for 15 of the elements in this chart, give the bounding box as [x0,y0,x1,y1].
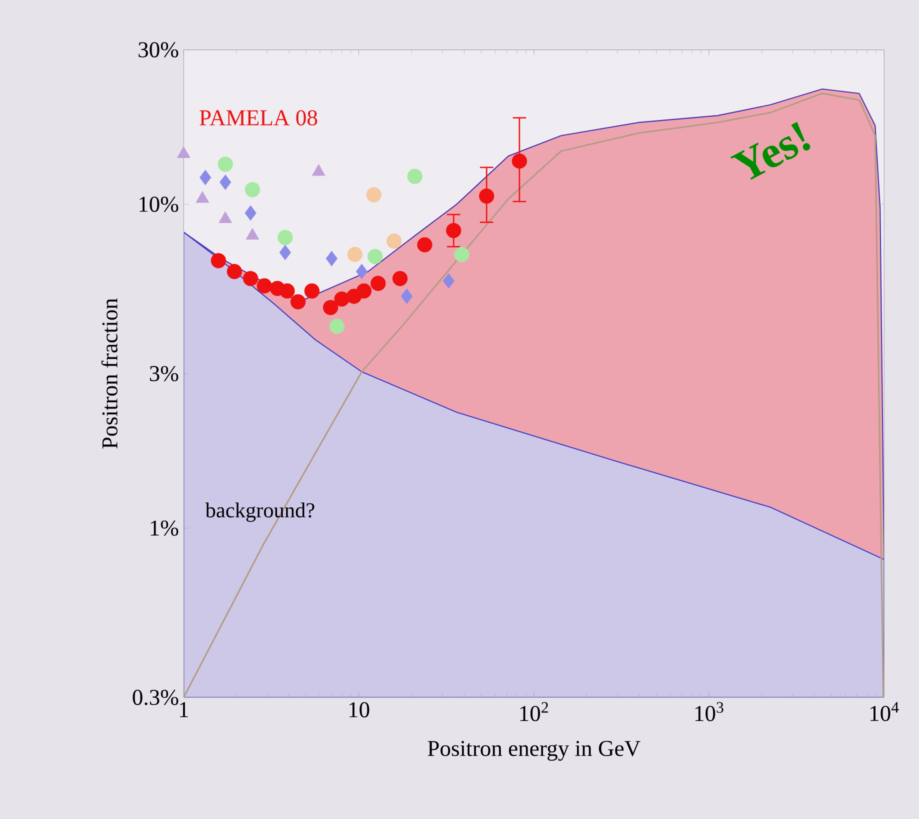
y-tick-label: 0.3% [132,690,178,706]
y-tick-label: 30% [138,42,178,58]
x-tick-label: 1 [180,702,188,718]
x-tick-label: 10$^{4}$ [870,702,899,722]
x-axis-title: Positron energy in GeV [428,740,640,761]
y-tick-label: 3% [150,366,178,382]
annotation: Yes! [730,122,810,180]
y-tick-label: 10% [140,196,178,212]
y-tick-label: 1% [150,520,178,536]
text: PAMELA 08 [200,110,318,126]
x-tick-label: 10 [349,702,370,718]
x-tick-label: 10$^{3}$ [695,702,724,722]
annotation: background? [205,502,314,522]
x-tick-label: 10$^{2}$ [520,702,548,722]
y-axis-title: Positron fraction [101,298,118,449]
